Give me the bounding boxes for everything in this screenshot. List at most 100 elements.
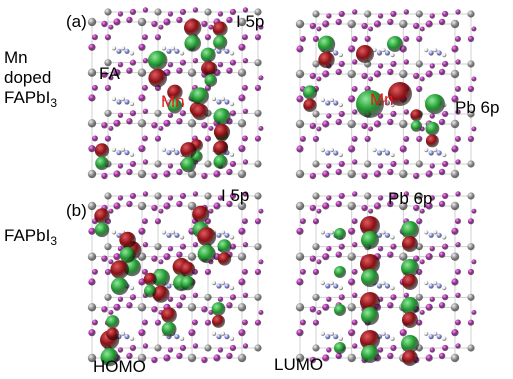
panel-a-homo-i-atom <box>88 145 96 153</box>
panel-a-homo-pb-atom <box>104 59 112 67</box>
panel-a-lumo-pb-atom <box>399 19 408 29</box>
panel-b-homo-i-atom <box>117 347 124 353</box>
panel-a-homo-i-atom <box>242 7 249 13</box>
panel-a-homo-n-atom <box>224 48 230 54</box>
panel-b-lumo-h-atom <box>320 230 325 235</box>
panel-b-lumo-i-atom <box>326 246 332 252</box>
panel-a-lumo-h-atom <box>372 147 377 153</box>
panel-a-homo-i-atom <box>242 159 249 165</box>
panel-a-homo-n-atom <box>116 150 122 156</box>
panel-b-lumo-i-atom <box>455 343 461 349</box>
panel-b-homo-i-atom <box>163 354 171 362</box>
panel-b-lumo-i-atom <box>471 310 477 315</box>
panel-b-lumo-i-atom <box>438 302 446 309</box>
row-label-a-line1: Mn <box>4 48 28 67</box>
panel-a-lumo-pb-atom <box>347 169 356 179</box>
panel-b-lumo-i-atom <box>455 242 461 248</box>
panel-a-homo-i-atom <box>113 119 121 127</box>
panel-b-homo-i-atom <box>113 303 121 311</box>
panel-a-homo-pb-atom <box>187 119 197 128</box>
panel-a-homo-h-atom <box>111 147 117 152</box>
panel-a-homo-i-atom <box>167 163 174 169</box>
panel-b-lumo-orbital-lobe <box>401 221 419 239</box>
panel-b-lumo-i-atom <box>377 347 384 353</box>
panel-b-lumo-i-atom <box>390 192 397 200</box>
panel-b-homo-h-atom <box>111 230 117 235</box>
panel-a-homo-n-atom <box>166 48 172 54</box>
panel-a-lumo-i-atom <box>425 170 433 178</box>
panel-a-homo-h-atom <box>170 46 176 51</box>
panel-b-homo-i-atom <box>151 204 158 212</box>
panel-a-homo-pb-atom <box>237 169 247 179</box>
panel-b-homo-pb-atom <box>187 303 197 312</box>
panel-b-homo-orbital-lobe <box>192 205 210 223</box>
panel-a-lumo-i-atom <box>351 136 358 142</box>
panel-a-homo-i-atom <box>113 69 121 77</box>
panel-b-lumo-h-atom <box>381 230 386 235</box>
panel-b-homo-h-atom <box>179 336 185 341</box>
panel-a-homo-orbital-lobe <box>213 154 228 169</box>
panel-a-lumo-pb-atom <box>295 119 305 129</box>
panel-b-homo-orbital-lobe <box>119 231 136 249</box>
panel-a-lumo-i-atom <box>416 85 423 93</box>
panel-a-homo-i-atom <box>254 84 262 92</box>
panel-b-homo-i-atom <box>129 192 137 200</box>
panel-b-lumo-orbital-lobe <box>361 345 379 363</box>
panel-a-lumo-i-atom <box>364 135 371 143</box>
panel-b-lumo-n-atom <box>428 232 434 238</box>
panel-a-homo-i-atom <box>158 24 164 30</box>
panel-a-homo-h-atom <box>179 51 185 56</box>
panel-b-homo-n-atom <box>174 334 180 340</box>
panel-b-lumo-i-atom <box>455 292 461 298</box>
panel-a-homo-i-atom <box>88 43 96 51</box>
panel-a-homo-i-atom <box>101 122 108 129</box>
panel-b-homo-i-atom <box>258 259 264 265</box>
panel-a-homo-h-atom <box>120 147 126 152</box>
panel-b-lumo-h-atom <box>442 285 447 291</box>
panel-b-lumo-i-atom <box>471 259 477 265</box>
panel-b-homo-i-atom <box>176 302 183 309</box>
panel-b-homo-orbital-lobe <box>94 208 110 224</box>
panel-b-lumo-orbital-lobe <box>402 274 418 290</box>
panel-b-homo-i-atom <box>254 319 262 326</box>
panel-a-homo-i-atom <box>101 20 108 28</box>
panel-b-lumo-i-atom <box>351 268 358 275</box>
panel-b-homo-i-atom <box>158 208 164 214</box>
panel-a-homo-h-atom <box>129 152 135 157</box>
panel-b-lumo-i-atom <box>416 218 423 225</box>
panel-a-lumo-i-atom <box>300 136 306 142</box>
panel-a-lumo-pb-atom <box>347 19 356 29</box>
panel-b-homo-h-atom <box>229 336 235 341</box>
row-label-b: FAPbI3 <box>4 226 57 251</box>
panel-b-homo-orbital-lobe <box>161 307 177 324</box>
panel-b-homo-i-atom <box>108 259 114 265</box>
panel-b-homo-i-atom <box>88 227 96 235</box>
panel-b-lumo-i-atom <box>326 296 332 302</box>
panel-a-lumo-pb-atom <box>415 10 423 18</box>
panel-a-homo-i-atom <box>129 160 137 168</box>
panel-b-homo-orbital-lobe <box>197 244 216 264</box>
panel-a-homo-i-atom <box>179 110 187 117</box>
panel-b-homo-i-atom <box>229 344 237 352</box>
panel-a-homo-i-atom <box>176 16 183 24</box>
panel-a-lumo-i-atom <box>368 26 374 32</box>
panel-b-homo-i-atom <box>229 294 237 301</box>
panel-b-lumo-n-atom <box>325 283 331 289</box>
panel-b-lumo-i-atom <box>322 303 330 311</box>
panel-a-lumo-i-atom <box>403 36 410 42</box>
panel-a-homo-i-atom <box>126 168 133 176</box>
panel-b-lumo-orbital-lobe <box>360 216 380 236</box>
panel-b-lumo-i-atom <box>467 218 475 225</box>
panel-a-homo-h-atom <box>111 96 117 102</box>
panel-b-lumo-i-atom <box>451 329 459 337</box>
panel-a-homo-orbital-lobe <box>213 35 228 50</box>
panel-a-lumo-i-atom <box>403 9 410 15</box>
panel-b-homo-i-atom <box>217 195 224 201</box>
panel-a-homo-orbital-lobe <box>148 50 168 71</box>
panel-b-lumo-i-atom <box>403 292 410 298</box>
panel-b-homo-orbital-lobe <box>180 261 196 277</box>
panel-b-homo-i-atom <box>192 191 199 197</box>
panel-a-homo-orbital-lobe <box>184 35 201 52</box>
panel-b-homo-i-atom <box>242 191 249 197</box>
